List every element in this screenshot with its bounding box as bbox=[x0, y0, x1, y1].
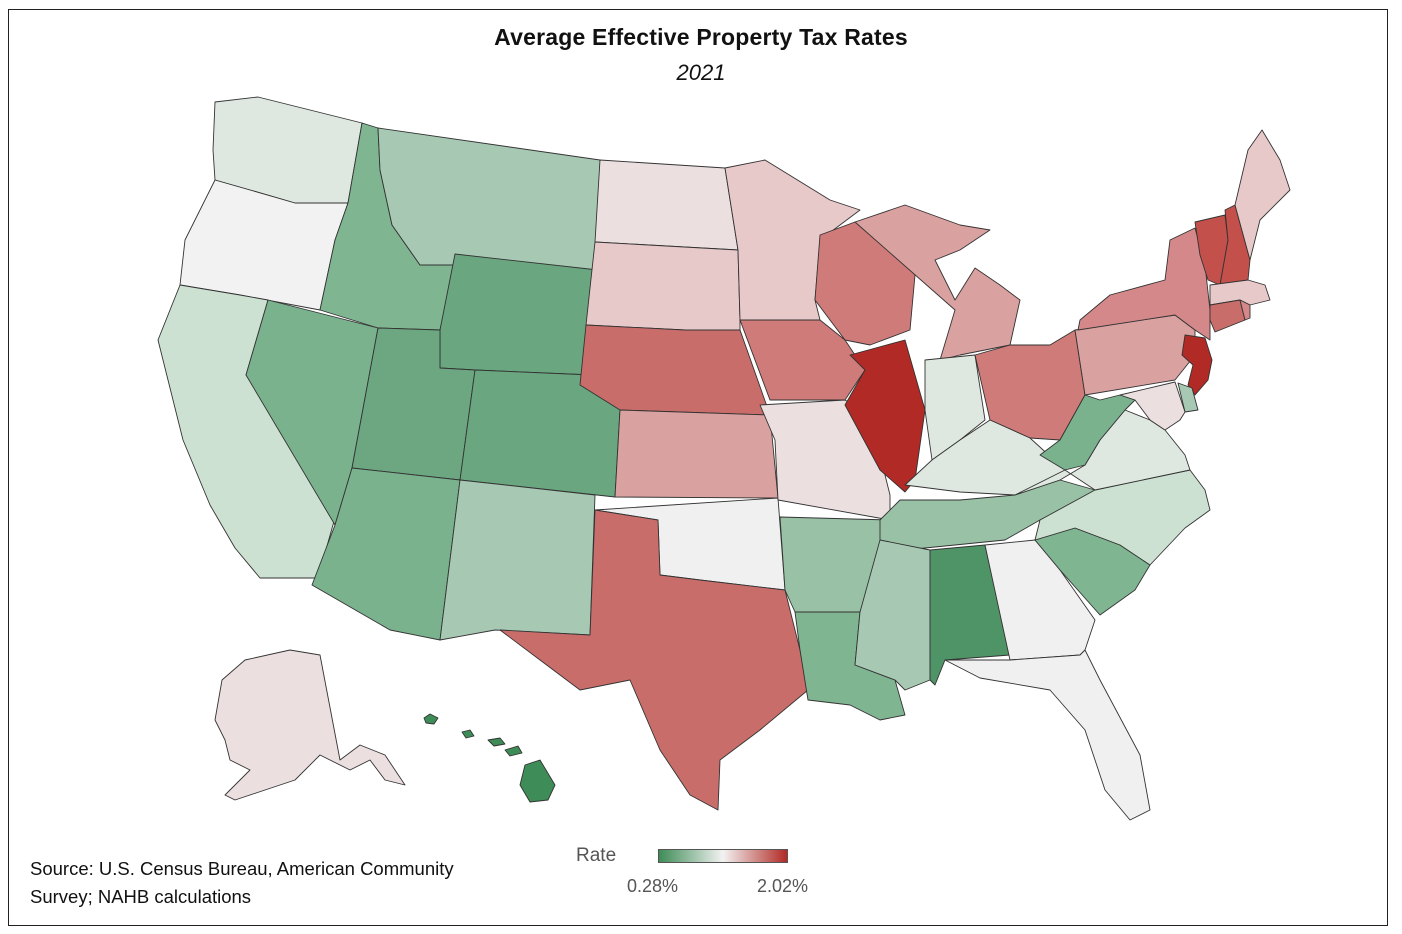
state-AK bbox=[214, 649, 406, 801]
legend-title: Rate bbox=[576, 845, 617, 866]
state-RI bbox=[1239, 299, 1251, 321]
state-FL bbox=[944, 649, 1151, 821]
state-NY bbox=[1077, 227, 1211, 341]
state-MD bbox=[1119, 381, 1186, 431]
state-NJ bbox=[1181, 334, 1213, 396]
state-WY bbox=[439, 253, 599, 376]
state-ND bbox=[594, 159, 739, 251]
state-KS bbox=[614, 409, 779, 499]
legend-min-label: 0.28% bbox=[627, 876, 679, 896]
source-note: Source: U.S. Census Bureau, American Com… bbox=[30, 855, 454, 911]
legend-max-label: 2.02% bbox=[757, 876, 809, 896]
state-WV bbox=[1039, 394, 1136, 471]
state-DE bbox=[1177, 382, 1199, 413]
state-CA bbox=[157, 284, 341, 579]
state-IL bbox=[844, 339, 926, 493]
state-CT bbox=[1209, 299, 1246, 333]
map-subtitle: 2021 bbox=[676, 60, 726, 85]
state-TX bbox=[499, 509, 809, 811]
state-HI bbox=[423, 713, 556, 803]
state-MT bbox=[377, 127, 601, 271]
state-NE bbox=[579, 324, 771, 416]
map-title: Average Effective Property Tax Rates bbox=[494, 24, 908, 50]
source-line-2: Survey; NAHB calculations bbox=[30, 886, 252, 907]
legend-color-scale bbox=[658, 849, 788, 863]
state-NM bbox=[439, 479, 596, 641]
state-SD bbox=[585, 241, 741, 341]
source-line-1: Source: U.S. Census Bureau, American Com… bbox=[30, 858, 454, 879]
state-ME bbox=[1234, 129, 1291, 261]
